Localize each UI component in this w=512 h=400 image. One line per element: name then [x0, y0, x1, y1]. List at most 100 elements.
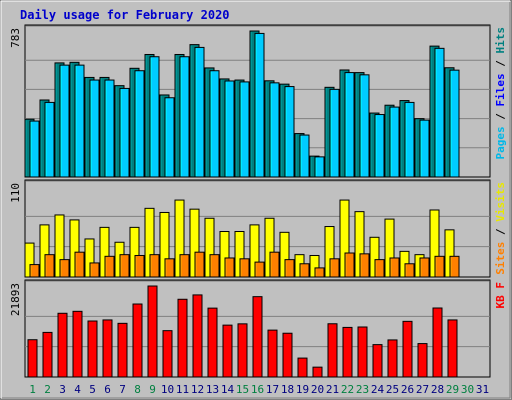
x-tick-label: 8	[134, 383, 141, 396]
bar-kb-f-day-28	[432, 307, 443, 378]
bar-fill	[404, 263, 415, 278]
bar-files-day-3	[59, 64, 70, 178]
bar-fill	[267, 329, 278, 378]
bar-fill	[314, 267, 325, 278]
bar-fill	[449, 69, 460, 178]
bar-fill	[327, 323, 338, 378]
x-tick-label: 24	[371, 383, 385, 396]
x-tick-label: 13	[206, 383, 219, 396]
bar-sites-day-3	[59, 259, 70, 278]
bar-sites-day-24	[374, 259, 385, 278]
bar-sites-day-27	[419, 257, 430, 278]
bar-fill	[239, 258, 250, 278]
bar-fill	[164, 258, 175, 278]
bar-fill	[449, 255, 460, 278]
bar-sites-day-12	[194, 251, 205, 278]
bar-fill	[117, 322, 128, 378]
bar-fill	[359, 74, 370, 178]
bar-kb-f-day-7	[117, 322, 128, 378]
bar-files-day-21	[329, 88, 340, 178]
bar-kb-f-day-1	[27, 339, 38, 378]
bar-fill	[134, 70, 145, 178]
bar-fill	[164, 97, 175, 178]
bar-fill	[59, 259, 70, 278]
bar-files-day-2	[44, 101, 55, 178]
y-max-label: 783	[9, 28, 22, 48]
bar-files-day-11	[179, 56, 190, 178]
legend-entry: KB F	[494, 282, 507, 309]
bar-kb-f-day-26	[402, 320, 413, 378]
bar-fill	[374, 259, 385, 278]
bar-fill	[42, 331, 53, 378]
x-tick-label: 14	[221, 383, 235, 396]
x-tick-label: 18	[281, 383, 294, 396]
x-tick-label: 20	[311, 383, 324, 396]
bar-kb-f-day-3	[57, 312, 68, 378]
bar-files-day-8	[134, 70, 145, 178]
legend-entry: Files	[494, 73, 507, 106]
bar-fill	[149, 56, 160, 178]
bar-files-day-20	[314, 156, 325, 178]
bar-fill	[104, 79, 115, 178]
bar-sites-day-28	[434, 255, 445, 278]
bar-sites-day-9	[149, 254, 160, 278]
panel-visits-sites: 110 Sites / Visits	[9, 179, 507, 278]
bar-fill	[119, 87, 130, 178]
bar-sites-day-14	[224, 257, 235, 278]
bar-fill	[149, 254, 160, 278]
bar-fill	[44, 101, 55, 178]
bar-fill	[387, 339, 398, 378]
bar-sites-day-7	[119, 254, 130, 278]
bar-files-day-13	[209, 70, 220, 178]
legend-entry: /	[494, 107, 507, 127]
x-tick-label: 22	[341, 383, 354, 396]
x-tick-label: 3	[59, 383, 66, 396]
bar-sites-day-19	[299, 263, 310, 278]
bar-fill	[179, 254, 190, 278]
bar-fill	[207, 307, 218, 378]
bar-files-day-24	[374, 114, 385, 178]
bar-fill	[102, 319, 113, 378]
bar-fill	[209, 254, 220, 278]
bar-files-day-29	[449, 69, 460, 178]
bar-fill	[177, 298, 188, 378]
bar-kb-f-day-20	[312, 366, 323, 378]
bar-fill	[29, 120, 40, 178]
bar-fill	[269, 251, 280, 278]
bar-sites-day-13	[209, 254, 220, 278]
bar-fill	[254, 32, 265, 178]
bar-kb-f-day-25	[387, 339, 398, 378]
bar-fill	[147, 285, 158, 378]
legend-entry: Visits	[494, 182, 507, 222]
bar-fill	[72, 310, 83, 378]
bar-files-day-25	[389, 106, 400, 178]
bar-fill	[359, 253, 370, 278]
bar-files-day-19	[299, 134, 310, 178]
x-tick-label: 19	[296, 383, 309, 396]
bar-kb-f-day-27	[417, 343, 428, 378]
bar-sites-day-20	[314, 267, 325, 278]
chart-title: Daily usage for February 2020	[20, 8, 230, 22]
bar-fill	[132, 303, 143, 378]
bar-fill	[162, 330, 173, 378]
x-tick-label: 11	[176, 383, 189, 396]
x-tick-label: 12	[191, 383, 204, 396]
x-tick-label: 9	[149, 383, 156, 396]
bar-fill	[344, 252, 355, 278]
bar-fill	[194, 46, 205, 178]
bar-kb-f-day-12	[192, 294, 203, 378]
x-tick-label: 21	[326, 383, 339, 396]
bar-fill	[344, 72, 355, 178]
bar-fill	[329, 88, 340, 178]
x-tick-label: 27	[416, 383, 429, 396]
bar-fill	[342, 326, 353, 378]
bar-kb-f-day-24	[372, 344, 383, 378]
bar-kb-f-day-11	[177, 298, 188, 378]
bar-fill	[87, 320, 98, 378]
bar-fill	[239, 81, 250, 178]
x-tick-label: 2	[44, 383, 51, 396]
bar-fill	[74, 64, 85, 178]
bar-fill	[434, 47, 445, 178]
bar-sites-day-5	[89, 262, 100, 278]
x-tick-label: 5	[89, 383, 96, 396]
